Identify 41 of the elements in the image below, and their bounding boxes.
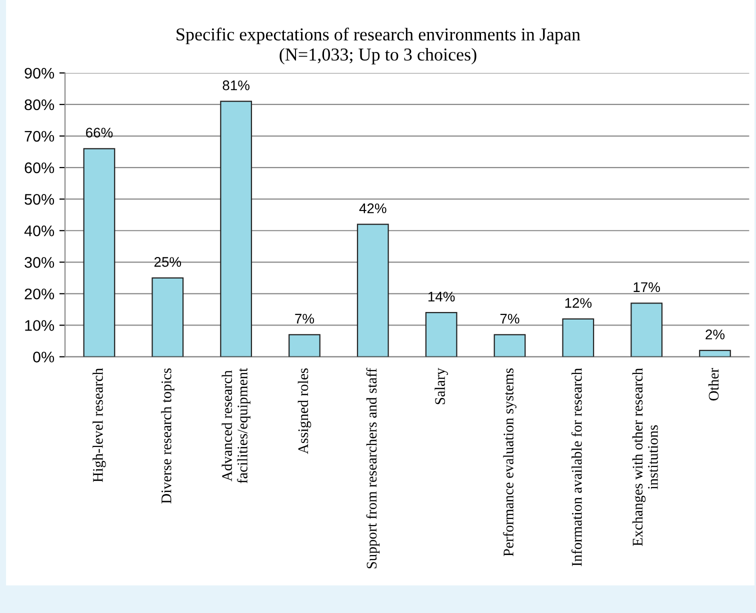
x-tick-label: Salary xyxy=(434,368,448,404)
x-tick-label: Assigned roles xyxy=(298,368,312,454)
y-tick-label: 40% xyxy=(24,225,54,236)
y-tick-label: 90% xyxy=(24,68,54,79)
x-tick-label: Other xyxy=(708,368,719,400)
y-tick-label: 0% xyxy=(33,352,54,362)
y-tick-label: 80% xyxy=(24,99,54,110)
bar xyxy=(494,334,526,357)
data-label: 7% xyxy=(500,314,520,324)
y-tick-label: 10% xyxy=(25,320,54,331)
data-label: 66% xyxy=(86,128,113,138)
data-label: 2% xyxy=(706,330,725,340)
x-tick-label: Support from researchers and staff xyxy=(366,368,380,568)
bar xyxy=(220,100,252,357)
data-label: 7% xyxy=(295,314,314,324)
x-tick-label: High-level research xyxy=(92,368,106,482)
chart-title: Specific expectations of research environments in Japan (N=1,033; Up to 3 choices) xyxy=(176,28,580,64)
data-label: 42% xyxy=(359,203,386,214)
x-tick-label: Advanced research facilities/equipment xyxy=(222,368,250,484)
bar xyxy=(425,312,458,357)
x-tick-label: Performance evaluation systems xyxy=(503,368,516,556)
bar xyxy=(288,334,320,357)
bar xyxy=(152,277,184,357)
x-tick-label: Exchanges with other research institutions xyxy=(632,368,658,546)
y-tick-label: 20% xyxy=(24,288,54,300)
data-label: 12% xyxy=(565,298,592,308)
data-label: 14% xyxy=(428,292,455,302)
data-label: 25% xyxy=(154,257,182,267)
y-tick-label: 50% xyxy=(24,194,54,205)
x-tick-label: Diverse research topics xyxy=(161,368,174,504)
bar xyxy=(562,318,594,357)
y-tick-label: 70% xyxy=(24,130,54,142)
bar xyxy=(630,302,663,357)
bar xyxy=(699,350,731,357)
data-label: 81% xyxy=(222,80,250,90)
bar xyxy=(83,148,116,357)
bar xyxy=(356,224,389,357)
x-tick-label: Information available for research xyxy=(571,368,582,566)
y-tick-label: 60% xyxy=(24,162,54,174)
data-label: 17% xyxy=(634,282,660,292)
y-tick-label: 30% xyxy=(24,257,54,268)
